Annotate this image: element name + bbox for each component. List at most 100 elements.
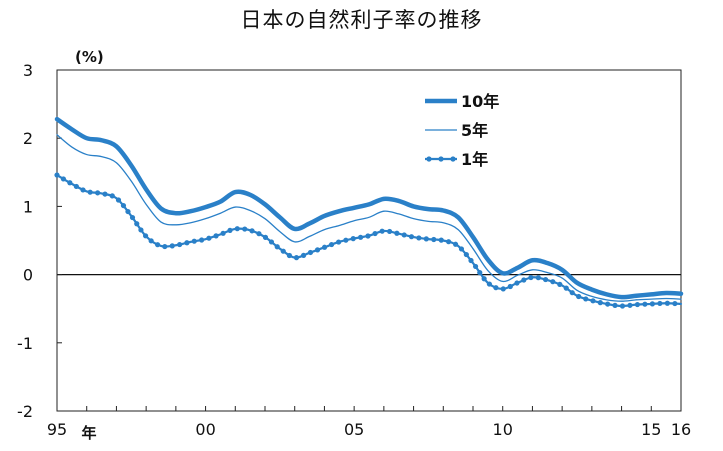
series-point-2 — [605, 301, 611, 307]
y-tick-label: -2 — [17, 402, 33, 421]
series-point-2 — [286, 252, 292, 259]
series-point-2 — [169, 243, 175, 249]
x-tick-label: 95 — [47, 420, 67, 439]
series-point-2 — [293, 255, 300, 261]
series-point-2 — [597, 300, 603, 306]
series-point-2 — [177, 241, 183, 248]
series-point-2 — [115, 197, 122, 203]
series-point-2 — [256, 231, 262, 237]
x-tick-label: 10 — [493, 420, 513, 439]
x-tick-label: 16 — [671, 420, 691, 439]
series-point-2 — [321, 244, 328, 250]
series-point-2 — [73, 183, 79, 190]
series-point-2 — [445, 239, 452, 245]
series-point-2 — [401, 232, 407, 238]
y-tick-label: 1 — [23, 197, 33, 216]
series-point-2 — [67, 180, 73, 186]
series-point-2 — [60, 176, 67, 182]
series-point-2 — [500, 286, 506, 292]
series-point-2 — [199, 237, 205, 243]
series-point-2 — [120, 202, 127, 209]
series-point-2 — [386, 228, 393, 235]
series-point-2 — [242, 226, 248, 232]
series-point-2 — [528, 274, 534, 281]
series-point-2 — [154, 242, 161, 248]
series-point-2 — [379, 228, 385, 234]
series-point-2 — [507, 283, 513, 290]
series-point-2 — [619, 303, 626, 309]
series-point-2 — [365, 233, 371, 239]
series-point-2 — [477, 270, 483, 276]
series-point-2 — [142, 233, 149, 239]
series-point-2 — [416, 235, 422, 241]
series-point-2 — [125, 208, 131, 215]
series-point-2 — [438, 237, 444, 243]
series-point-2 — [486, 281, 492, 287]
series-point-2 — [206, 235, 212, 241]
series-point-2 — [148, 238, 154, 244]
legend-marker — [426, 156, 432, 162]
series-point-2 — [576, 293, 582, 300]
x-tick-label: 00 — [195, 420, 215, 439]
series-point-2 — [627, 302, 633, 308]
y-tick-label: 0 — [23, 266, 33, 285]
series-point-2 — [109, 193, 115, 199]
series-point-2 — [468, 257, 474, 264]
series-point-2 — [336, 239, 342, 245]
series-point-2 — [134, 221, 140, 227]
series-point-2 — [583, 296, 589, 302]
series-point-2 — [191, 238, 197, 244]
y-axis-unit-label: (%) — [75, 48, 104, 66]
series-point-2 — [184, 240, 190, 246]
series-point-2 — [612, 302, 618, 308]
series-point-2 — [431, 236, 437, 243]
legend-label: 10年 — [461, 92, 499, 111]
series-point-2 — [350, 236, 356, 242]
series-point-2 — [569, 290, 575, 296]
series-point-2 — [590, 298, 596, 304]
series-point-2 — [642, 301, 648, 307]
series-point-2 — [423, 236, 429, 242]
series-point-2 — [672, 300, 678, 307]
series-point-2 — [343, 237, 349, 243]
chart-title: 日本の自然利子率の推移 — [240, 8, 483, 32]
series-point-2 — [563, 285, 569, 291]
series-point-2 — [493, 285, 499, 291]
y-tick-label: 3 — [23, 61, 33, 80]
series-point-2 — [557, 281, 563, 287]
plot-frame — [56, 69, 682, 412]
series-point-2 — [649, 301, 655, 307]
series-point-2 — [328, 241, 335, 248]
series-point-2 — [408, 234, 415, 240]
series-point-2 — [542, 276, 549, 283]
legend-marker — [450, 156, 456, 162]
series-point-2 — [213, 233, 219, 239]
series-point-2 — [452, 241, 459, 247]
series-point-2 — [234, 226, 240, 232]
series-point-2 — [280, 248, 286, 254]
series-point-2 — [481, 276, 487, 282]
series-point-2 — [87, 189, 93, 195]
series-point-2 — [102, 191, 108, 197]
series-point-2 — [535, 275, 541, 281]
series-point-2 — [227, 227, 233, 233]
x-axis-unit-label: 年 — [81, 424, 96, 442]
series-point-2 — [314, 247, 321, 253]
series-point-2 — [394, 230, 400, 236]
series-point-2 — [220, 230, 226, 236]
legend-label: 5年 — [461, 121, 488, 140]
series-point-2 — [463, 251, 469, 258]
series-point-2 — [458, 246, 465, 252]
series-point-2 — [472, 263, 479, 270]
series-point-2 — [521, 277, 527, 283]
legend-marker — [438, 156, 444, 162]
series-point-2 — [307, 249, 314, 256]
y-tick-label: 2 — [23, 129, 33, 148]
series-point-2 — [129, 214, 136, 221]
x-tick-label: 15 — [641, 420, 661, 439]
series-line-0 — [54, 116, 684, 300]
y-tick-label: -1 — [17, 334, 33, 353]
series-point-2 — [80, 187, 86, 193]
